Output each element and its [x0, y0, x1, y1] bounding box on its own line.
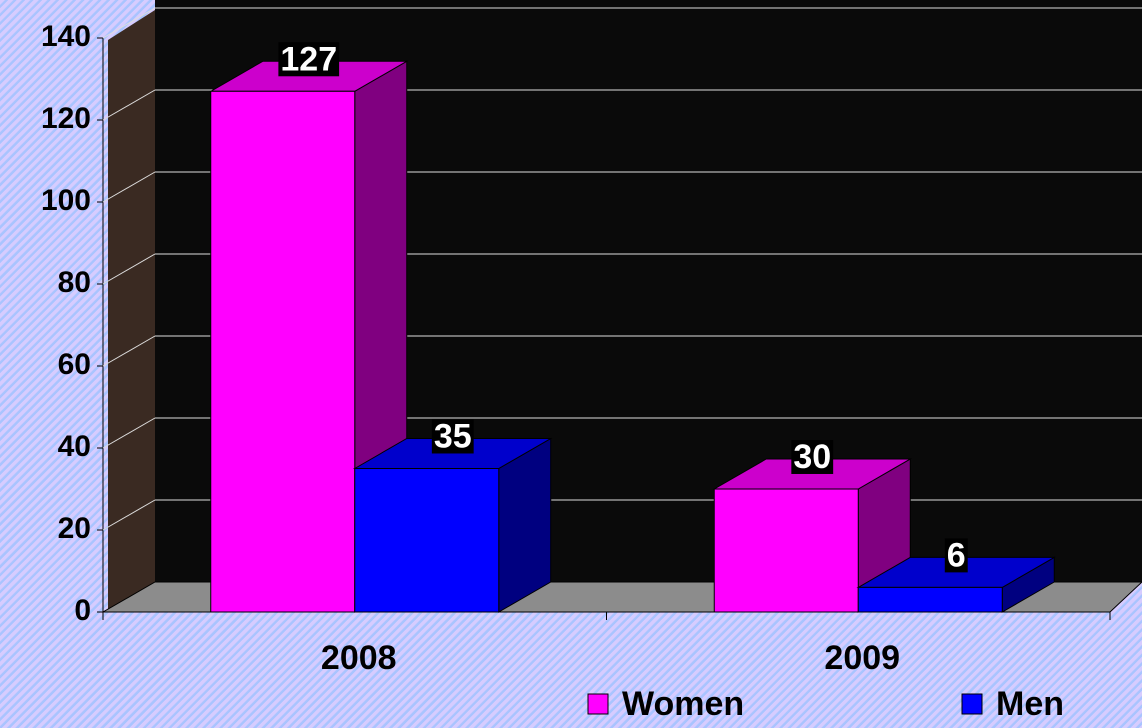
data-label: 35: [434, 417, 472, 455]
bar-front: [354, 468, 500, 613]
data-label-bg: [278, 42, 340, 77]
bar-front: [210, 90, 356, 613]
y-tick-label: 140: [41, 20, 91, 53]
grid-line: [102, 171, 156, 203]
grid-line: [102, 499, 156, 531]
data-label-bg: [944, 538, 968, 573]
data-label: 6: [947, 536, 966, 574]
legend-swatch: [961, 693, 983, 715]
bar: [856, 556, 1057, 613]
data-label: 30: [793, 438, 831, 476]
data-label: 127: [280, 40, 337, 78]
legend-label: Men: [996, 685, 1064, 723]
y-tick-label: 100: [41, 184, 91, 217]
bar-front: [857, 586, 1003, 613]
bar-front: [713, 488, 859, 613]
x-tick-label: 2008: [321, 639, 397, 677]
legend-swatch: [587, 693, 609, 715]
grid-line: [102, 417, 156, 449]
y-tick-label: 60: [58, 348, 91, 381]
grid-line: [102, 335, 156, 367]
bar: [352, 437, 553, 613]
data-label-bg: [431, 419, 474, 454]
grid-line: [102, 89, 156, 121]
y-tick-label: 80: [58, 266, 91, 299]
x-tick-label: 2009: [824, 639, 900, 677]
side-wall: [108, 10, 155, 612]
legend-label: Women: [622, 685, 744, 723]
y-tick-label: 0: [74, 594, 91, 627]
grid-line: [102, 253, 156, 285]
grid-line: [102, 7, 156, 39]
y-tick-label: 40: [58, 430, 91, 463]
y-tick-label: 20: [58, 512, 91, 545]
y-tick-label: 120: [41, 102, 91, 135]
data-label-bg: [791, 439, 834, 474]
